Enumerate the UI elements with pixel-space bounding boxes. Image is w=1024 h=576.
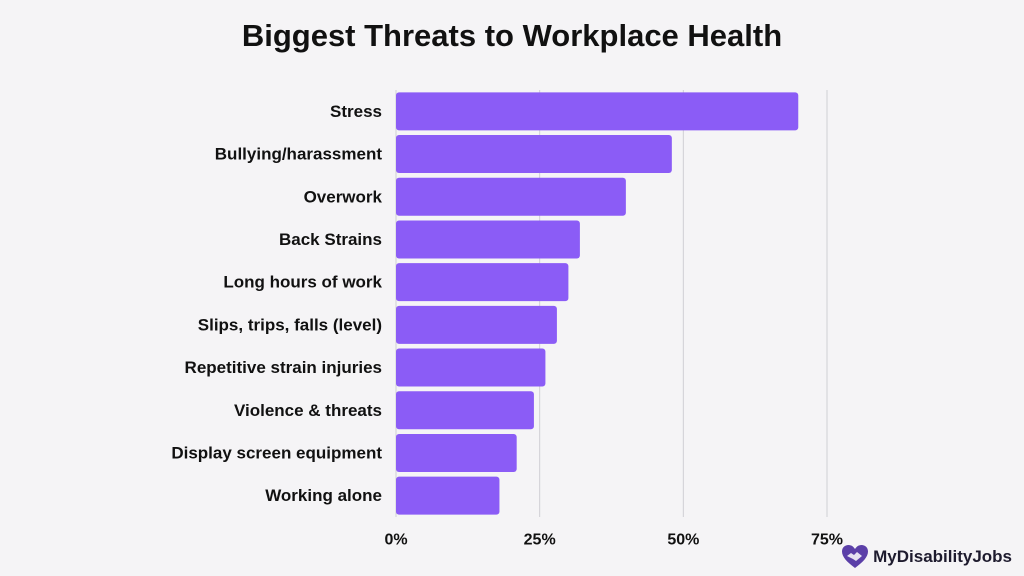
bar [396,177,626,216]
category-label: Violence & threats [234,401,382,420]
bar [396,135,672,174]
bar [396,305,557,344]
bar [396,92,799,131]
bar [396,263,569,302]
x-tick-label: 75% [811,532,843,549]
category-label: Slips, trips, falls (level) [198,315,382,334]
bars [396,92,799,515]
bar [396,391,534,430]
category-label: Back Strains [279,230,382,249]
category-label: Stress [330,102,382,121]
bar [396,433,517,472]
category-labels: Stress Bullying/harassment Overwork Back St… [171,102,382,505]
x-tick-label: 50% [667,532,699,549]
category-label: Repetitive strain injuries [185,358,382,377]
bar [396,220,580,259]
chart-title: Biggest Threats to Workplace Health [241,18,783,53]
brand-logo: MyDisabilityJobs [841,544,1012,570]
x-tick-label: 25% [524,532,556,549]
bar [396,476,500,515]
category-label: Bullying/harassment [215,145,383,164]
category-label: Display screen equipment [171,443,382,462]
x-tick-labels: 0% 25% 50% 75% [384,532,843,549]
brand-name: MyDisabilityJobs [873,547,1012,566]
category-label: Overwork [304,187,383,206]
category-label: Working alone [265,486,382,505]
heart-handshake-icon [842,545,869,568]
x-tick-label: 0% [384,532,407,549]
bar [396,348,546,387]
category-label: Long hours of work [223,273,382,292]
